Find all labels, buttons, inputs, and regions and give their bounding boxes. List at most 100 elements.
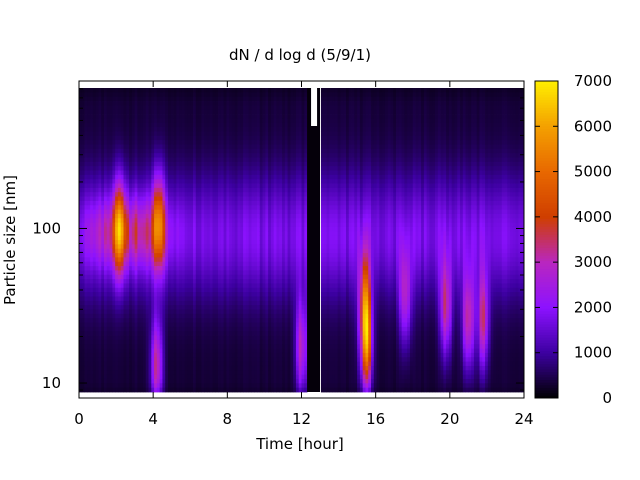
heatmap-cell [212, 240, 216, 245]
heatmap-cell [148, 118, 152, 124]
heatmap-cell [117, 140, 122, 145]
heatmap-cell [268, 357, 272, 362]
heatmap-cell [220, 287, 225, 293]
heatmap-cell [209, 192, 213, 197]
heatmap-cell [245, 114, 250, 119]
heatmap-cell [248, 370, 252, 376]
heatmap-cell [131, 105, 136, 111]
heatmap-cell [98, 274, 102, 280]
heatmap-cell [142, 387, 147, 393]
heatmap-cell [245, 313, 250, 319]
heatmap-cell [259, 248, 263, 254]
heatmap-cell [204, 244, 208, 250]
heatmap-cell [173, 253, 177, 258]
heatmap-cell [179, 92, 183, 98]
heatmap-cell [254, 387, 258, 393]
heatmap-cell [162, 135, 166, 141]
heatmap-cell [218, 148, 222, 154]
heatmap-cell [206, 122, 211, 128]
heatmap-cell [198, 352, 202, 358]
heatmap-cell [257, 92, 261, 98]
heatmap-cell [156, 209, 161, 215]
heatmap-cell [270, 279, 275, 284]
heatmap-cell [184, 213, 188, 219]
heatmap-cell [237, 270, 241, 276]
heatmap-cell [126, 270, 130, 276]
heatmap-cell [187, 370, 191, 376]
heatmap-cell [215, 305, 219, 310]
heatmap-cell [245, 109, 250, 115]
heatmap-cell [184, 88, 188, 93]
heatmap-cell [140, 192, 144, 197]
heatmap-cell [159, 226, 163, 232]
heatmap-cell [259, 279, 263, 284]
heatmap-cell [156, 213, 161, 219]
heatmap-cell [154, 157, 158, 163]
heatmap-cell [126, 135, 130, 141]
heatmap-cell [109, 166, 113, 171]
heatmap-cell [176, 235, 180, 241]
heatmap-cell [223, 231, 227, 237]
heatmap-cell [259, 322, 263, 328]
heatmap-cell [270, 213, 275, 219]
heatmap-cell [87, 209, 91, 215]
heatmap-cell [126, 127, 130, 132]
heatmap-cell [181, 309, 186, 315]
heatmap-cell [201, 105, 205, 111]
heatmap-cell [168, 326, 172, 332]
heatmap-cell [142, 261, 147, 267]
heatmap-cell [170, 370, 174, 376]
heatmap-cell [84, 257, 88, 263]
heatmap-cell [193, 222, 197, 228]
heatmap-cell [137, 209, 141, 215]
heatmap-cell [126, 213, 130, 219]
heatmap-cell [176, 92, 180, 98]
heatmap-cell [92, 179, 97, 184]
heatmap-cell [176, 144, 180, 150]
heatmap-cell [87, 300, 91, 306]
heatmap-cell [204, 357, 208, 362]
heatmap-cell [204, 374, 208, 380]
heatmap-cell [223, 378, 227, 384]
heatmap-cell [240, 88, 244, 93]
heatmap-cell [204, 144, 208, 150]
heatmap-cell [126, 205, 130, 210]
heatmap-cell [201, 365, 205, 371]
heatmap-cell [220, 88, 225, 93]
heatmap-cell [176, 122, 180, 128]
heatmap-cell [270, 335, 275, 341]
heatmap-cell [201, 122, 205, 128]
heatmap-cell [212, 200, 216, 206]
heatmap-cell [170, 318, 174, 323]
heatmap-cell [95, 166, 99, 171]
heatmap-cell [240, 196, 244, 202]
heatmap-cell [262, 153, 266, 158]
heatmap-cell [176, 222, 180, 228]
heatmap-cell [173, 222, 177, 228]
heatmap-cell [234, 183, 238, 189]
heatmap-cell [243, 96, 247, 102]
heatmap-cell [129, 357, 133, 362]
heatmap-cell [195, 331, 199, 336]
heatmap-cell [223, 287, 227, 293]
heatmap-cell [262, 209, 266, 215]
heatmap-cell [223, 318, 227, 323]
heatmap-cell [109, 205, 113, 210]
heatmap-cell [234, 88, 238, 93]
heatmap-cell [81, 383, 85, 389]
heatmap-cell [257, 205, 261, 210]
heatmap-cell [115, 287, 119, 293]
heatmap-cell [109, 248, 113, 254]
heatmap-cell [154, 374, 158, 380]
heatmap-cell [162, 122, 166, 128]
heatmap-cell [245, 92, 250, 98]
heatmap-cell [243, 231, 247, 237]
heatmap-cell [231, 209, 236, 215]
heatmap-cell [176, 300, 180, 306]
heatmap-cell [101, 105, 105, 111]
heatmap-cell [237, 266, 241, 271]
heatmap-cell [145, 122, 149, 128]
heatmap-cell [159, 326, 163, 332]
heatmap-cell [248, 240, 252, 245]
heatmap-cell [106, 174, 110, 180]
